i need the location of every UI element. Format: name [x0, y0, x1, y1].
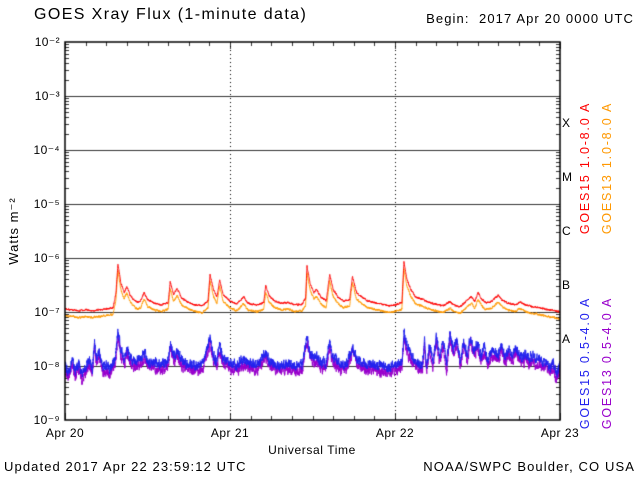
flare-class-label-m: M: [562, 170, 573, 184]
flare-class-label-x: X: [562, 116, 571, 130]
begin-time-label: Begin: 2017 Apr 20 0000 UTC: [426, 11, 634, 26]
y-tick-label: 10⁻⁶: [33, 251, 60, 265]
legend-goes15-short: GOES15 0.5-4.0 A: [578, 296, 592, 430]
page-title: GOES Xray Flux (1-minute data): [34, 6, 308, 23]
y-tick-label: 10⁻⁹: [33, 413, 60, 427]
updated-timestamp: Updated 2017 Apr 22 23:59:12 UTC: [4, 459, 247, 474]
x-tick-label: Apr 20: [45, 426, 85, 440]
flare-class-label-c: C: [562, 224, 572, 238]
x-tick-label: Apr 22: [375, 426, 415, 440]
y-tick-label: 10⁻³: [34, 89, 60, 103]
y-tick-label: 10⁻⁵: [33, 197, 60, 211]
x-tick-label: Apr 23: [540, 426, 580, 440]
legend-goes15-long: GOES15 1.0-8.0 A: [578, 101, 592, 235]
legend-goes13-short: GOES13 0.5-4.0 A: [600, 296, 614, 430]
y-tick-label: 10⁻²: [34, 35, 60, 49]
y-tick-label: 10⁻⁴: [33, 143, 60, 157]
y-tick-label: 10⁻⁷: [34, 305, 60, 319]
legend-goes13-long: GOES13 1.0-8.0 A: [600, 101, 614, 235]
flare-class-label-a: A: [562, 332, 571, 346]
source-attribution: NOAA/SWPC Boulder, CO USA: [423, 459, 635, 474]
flare-class-label-b: B: [562, 278, 571, 292]
x-tick-label: Apr 21: [210, 426, 250, 440]
y-tick-label: 10⁻⁸: [33, 359, 60, 373]
x-axis-label: Universal Time: [268, 443, 356, 457]
